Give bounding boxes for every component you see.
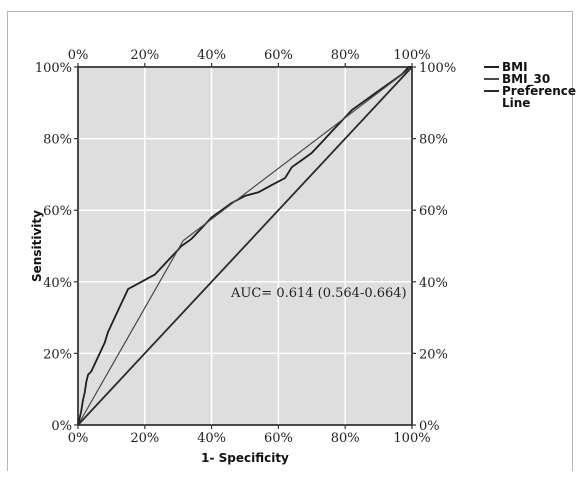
- x-tick-label-top: 40%: [197, 48, 226, 63]
- x-tick-label: 80%: [331, 431, 360, 446]
- legend-label: Preference: [502, 84, 576, 98]
- x-tick-label: 60%: [264, 431, 293, 446]
- x-tick-label: 20%: [130, 431, 159, 446]
- x-axis-title: 1- Specificity: [201, 451, 289, 465]
- series-line-bmi-30: [77, 66, 413, 426]
- y-tick-label-right: 60%: [419, 204, 448, 219]
- y-tick-label: 20%: [43, 347, 72, 362]
- y-tick-label: 0%: [51, 419, 72, 434]
- chart-frame: [7, 11, 573, 471]
- x-tick-label-top: 100%: [393, 48, 430, 63]
- y-tick-label: 80%: [43, 133, 72, 148]
- legend-label: BMI_30: [502, 72, 550, 87]
- y-tick-label-right: 40%: [419, 276, 448, 291]
- y-axis-title: Sensitivity: [30, 210, 44, 282]
- x-tick-label: 0%: [68, 431, 89, 446]
- x-tick-label: 40%: [197, 431, 226, 446]
- series-line-preference-line: [77, 66, 413, 426]
- x-tick-label: 100%: [393, 431, 430, 446]
- x-tick-label-top: 20%: [130, 48, 159, 63]
- tick-labels: 0%0%20%20%40%40%60%60%80%80%100%100%0% 0%…: [35, 48, 456, 446]
- y-tick-label-right: 0%: [419, 419, 440, 434]
- y-tick-label-right: 80%: [419, 133, 448, 148]
- y-tick-label-right: 100%: [419, 61, 456, 76]
- x-tick-label-top: 0%: [68, 48, 89, 63]
- auc-annotation: AUC= 0.614 (0.564-0.664): [230, 286, 407, 301]
- x-tick-label-top: 80%: [331, 48, 360, 63]
- plot-border: [77, 66, 413, 426]
- legend-label: Line: [502, 96, 530, 110]
- series-layer: [77, 66, 413, 426]
- grid-lines: [77, 66, 413, 426]
- x-tick-label-top: 60%: [264, 48, 293, 63]
- y-tick-label: 100%: [35, 61, 72, 76]
- y-tick-label: 60%: [43, 204, 72, 219]
- y-tick-label: 40%: [43, 276, 72, 291]
- legend-label: BMI: [502, 60, 528, 74]
- y-tick-label-right: 20%: [419, 347, 448, 362]
- series-line-bmi: [77, 66, 412, 426]
